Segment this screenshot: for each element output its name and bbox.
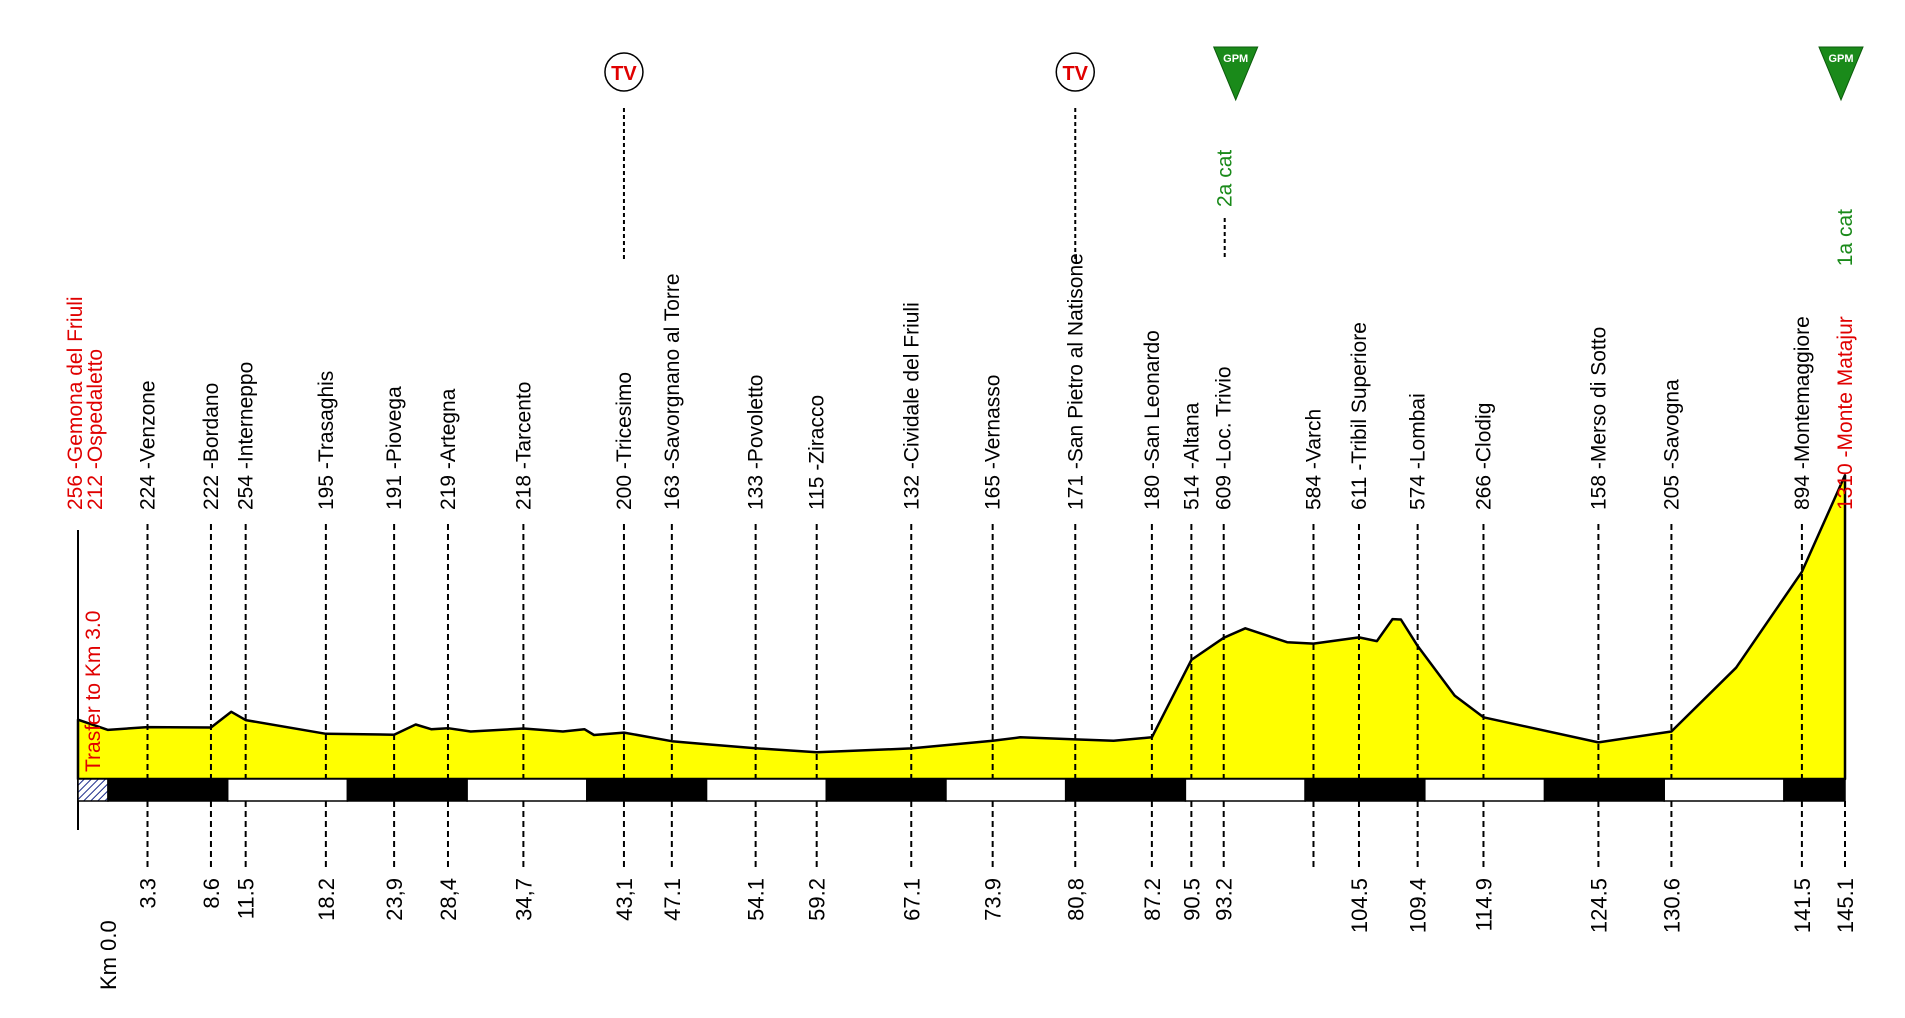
scale-bar-segment bbox=[346, 778, 468, 802]
km-tick-label: 90.5 bbox=[1179, 878, 1204, 921]
waypoint-label: 514 -Altana bbox=[1180, 402, 1203, 510]
scale-bar-segment bbox=[586, 778, 708, 802]
elevation-area bbox=[76, 474, 1847, 781]
km-tick-label: 67.1 bbox=[899, 878, 924, 921]
tv-marker-circle bbox=[1055, 52, 1096, 92]
km-tick-label: 8.6 bbox=[199, 878, 224, 909]
waypoint-label: 574 -Lombai bbox=[1407, 393, 1430, 510]
km-tick-label: 47.1 bbox=[660, 878, 685, 921]
km-tick-label: 114.9 bbox=[1471, 878, 1496, 931]
scale-bar-segment bbox=[945, 778, 1067, 802]
scale-bar-segment bbox=[1064, 778, 1187, 802]
waypoint-label: 195 -Trasaghis bbox=[315, 371, 338, 510]
km-tick-label: 104.5 bbox=[1347, 878, 1372, 933]
km-tick-label: 28,4 bbox=[436, 878, 461, 921]
scale-bar-segment bbox=[1663, 778, 1785, 802]
km-tick-label: 124.5 bbox=[1586, 878, 1611, 933]
scale-bar-segment bbox=[1424, 778, 1546, 802]
waypoint-label: 132 -Cividale del Friuli bbox=[900, 302, 923, 510]
km-tick-label: 59.2 bbox=[805, 878, 830, 921]
waypoint-label: 894 -Montemaggiore bbox=[1791, 316, 1814, 510]
gpm-marker-label: GPM bbox=[1223, 53, 1248, 65]
tv-marker-circle bbox=[604, 52, 644, 92]
km-tick-label: 109.4 bbox=[1406, 878, 1431, 933]
km-tick-label: 11.5 bbox=[234, 878, 259, 919]
scale-bar-segment bbox=[1543, 778, 1665, 802]
scale-bar-segment bbox=[825, 778, 947, 802]
transfer-label: Trasfer to Km 3.0 bbox=[82, 611, 105, 772]
tv-marker-label: TV bbox=[1062, 63, 1088, 85]
km-tick-label: 34,7 bbox=[511, 878, 536, 921]
scale-bar-segment bbox=[705, 778, 828, 802]
waypoint-label: 191 -Piovega bbox=[383, 386, 406, 510]
km-tick-label: 130.6 bbox=[1659, 878, 1684, 933]
scale-bar-segment bbox=[466, 778, 588, 802]
gpm-marker-triangle bbox=[1818, 46, 1864, 102]
km-axis-start-label: Km 0.0 bbox=[96, 920, 121, 990]
waypoint-label: 205 -Savogna bbox=[1660, 379, 1683, 510]
waypoint-label: 171 -San Pietro al Natisone bbox=[1064, 253, 1087, 510]
waypoint-label: 584 -Varch bbox=[1302, 409, 1325, 510]
km-tick-label: 80,8 bbox=[1063, 878, 1088, 921]
waypoint-label: 219 -Artegna bbox=[437, 388, 460, 510]
km-tick-label: 145.1 bbox=[1833, 878, 1858, 933]
km-tick-label: 43,1 bbox=[612, 878, 637, 921]
waypoint-label: 180 -San Leonardo bbox=[1141, 330, 1164, 510]
climb-category-label: 2a cat bbox=[1214, 150, 1237, 207]
waypoint-label: 224 -Venzone bbox=[137, 380, 160, 510]
km-tick-label: 141.5 bbox=[1790, 878, 1815, 933]
km-tick-label: 23,9 bbox=[382, 878, 407, 921]
scale-bar-transfer bbox=[77, 778, 109, 802]
waypoint-label: 218 -Tarcento bbox=[512, 382, 535, 510]
tv-marker-label: TV bbox=[611, 63, 637, 85]
waypoint-label: 1310 -Monte Matajur bbox=[1834, 316, 1857, 510]
waypoint-label: 609 -Loc. Trivio bbox=[1213, 366, 1236, 510]
scale-bar-segment bbox=[226, 778, 349, 802]
scale-bar-segment bbox=[1304, 778, 1426, 802]
waypoint-label: 133 -Povoletto bbox=[745, 375, 768, 510]
km-tick-label: 73.9 bbox=[981, 878, 1006, 921]
waypoint-label: 158 -Merso di Sotto bbox=[1587, 327, 1610, 510]
waypoint-label: 165 -Vernasso bbox=[982, 375, 1005, 510]
waypoint-label: 200 -Tricesimo bbox=[613, 372, 636, 510]
start-label-ospedaletto: 212 -Ospedaletto bbox=[84, 349, 107, 510]
start-label-gemona: 256 -Gemona del Friuli bbox=[64, 296, 87, 510]
waypoint-label: 254 -Interneppo bbox=[235, 362, 258, 510]
km-tick-label: 3.3 bbox=[136, 878, 161, 909]
scale-bar-segment bbox=[1184, 778, 1306, 802]
waypoint-label: 611 -Tribil Superiore bbox=[1348, 322, 1371, 510]
waypoint-label: 163 -Savorgnano al Torre bbox=[661, 273, 684, 510]
waypoint-label: 222 -Bordano bbox=[200, 383, 223, 510]
gpm-marker-triangle bbox=[1212, 46, 1259, 102]
climb-category-label: 1a cat bbox=[1834, 209, 1857, 266]
gpm-marker-label: GPM bbox=[1828, 53, 1853, 65]
scale-bar-segment bbox=[1783, 778, 1846, 802]
km-tick-label: 93.2 bbox=[1212, 878, 1237, 921]
km-tick-label: 18.2 bbox=[314, 878, 339, 921]
km-tick-label: 54.1 bbox=[744, 878, 769, 921]
km-tick-label: 87.2 bbox=[1140, 878, 1165, 921]
waypoint-label: 266 -Clodig bbox=[1472, 403, 1495, 510]
scale-bar-segment bbox=[107, 778, 229, 802]
waypoint-label: 115 -Ziracco bbox=[806, 395, 829, 510]
